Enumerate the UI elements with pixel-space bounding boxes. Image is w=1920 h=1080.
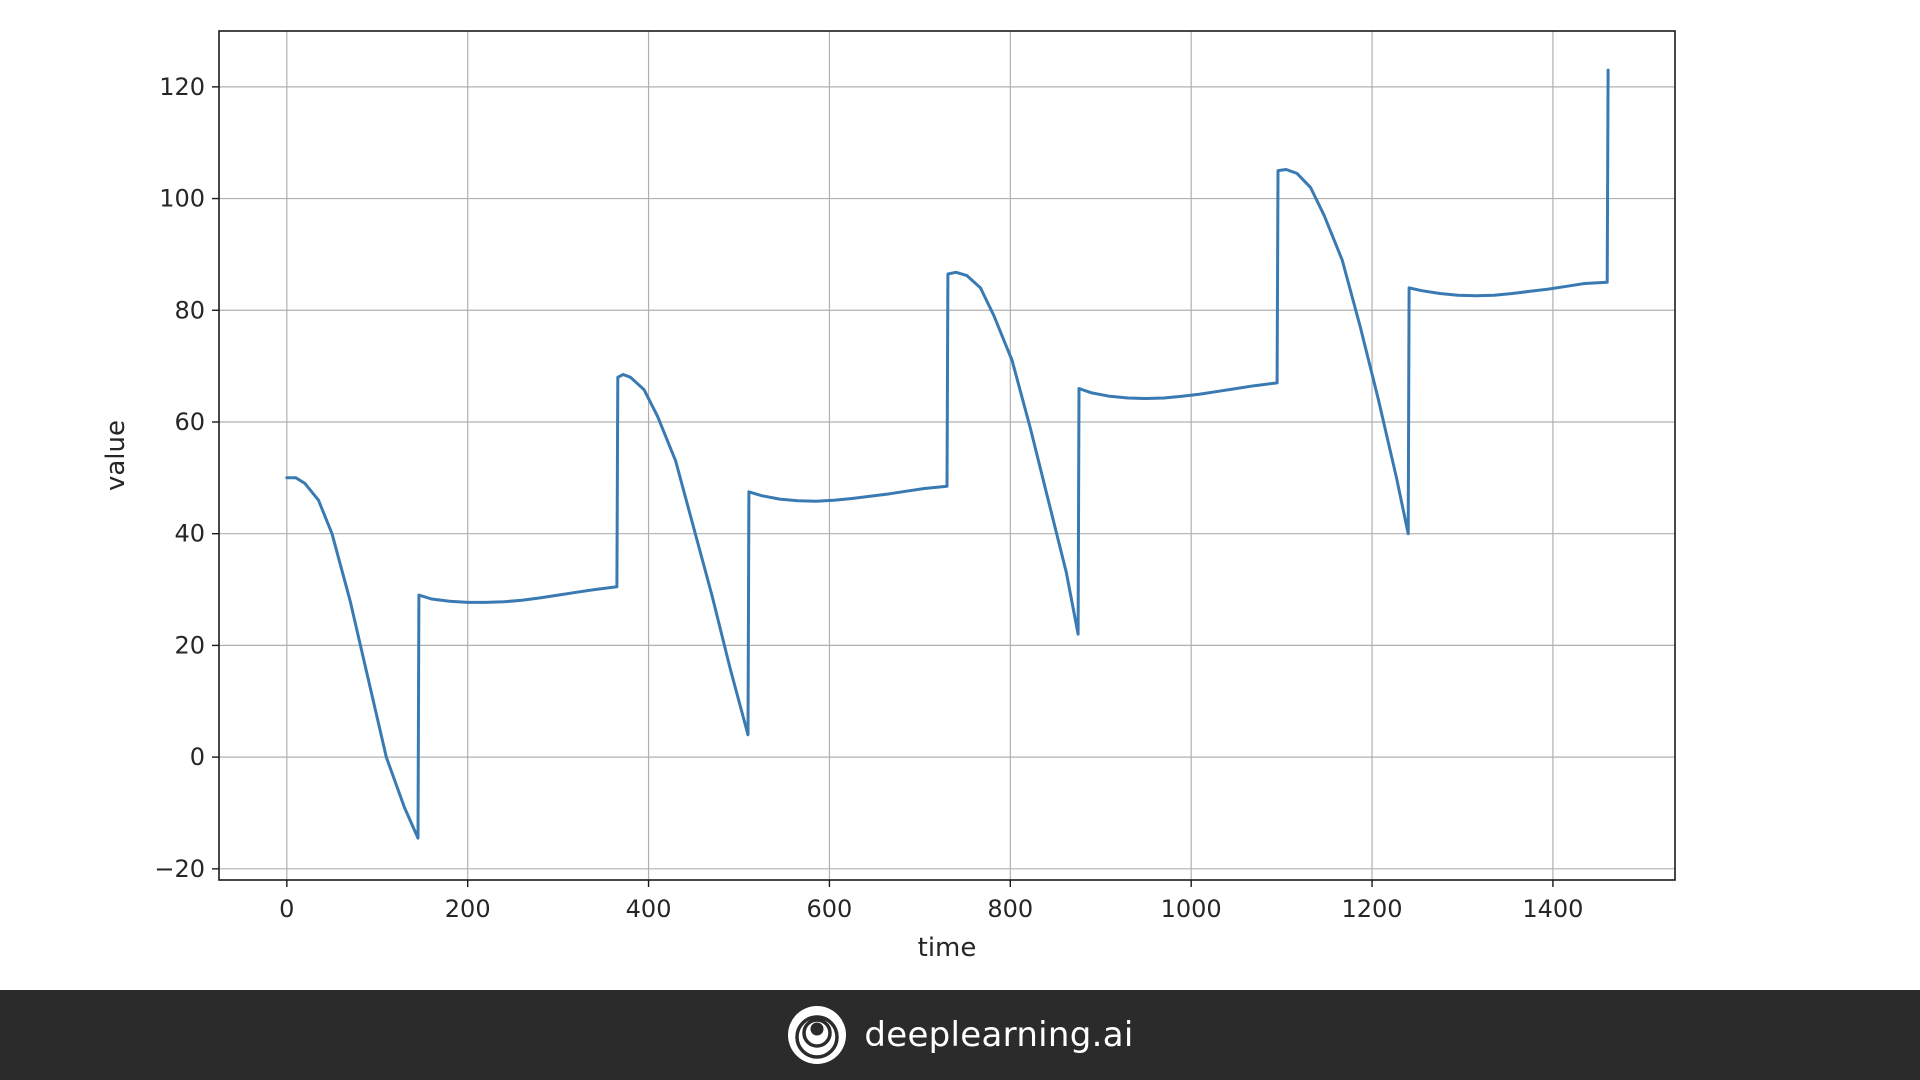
brand[interactable]: deeplearning.ai	[786, 1004, 1133, 1066]
x-tick-label: 200	[445, 895, 491, 923]
y-tick-label: 20	[174, 631, 205, 659]
line-chart: 0 200 400 600 800 1000 1200 1400 −20 0 20 40 60 80 100…	[101, 30, 1676, 963]
deeplearning-ai-logo-icon	[788, 1006, 847, 1064]
x-tick-label: 800	[987, 895, 1033, 923]
y-tick-label: 0	[190, 743, 205, 771]
y-tick-label: 60	[174, 408, 205, 436]
series-line	[285, 68, 1610, 840]
y-tick-label: 40	[174, 520, 205, 548]
brand-name: deeplearning.ai	[864, 1015, 1134, 1055]
x-tick-label: 1000	[1161, 895, 1222, 923]
y-tick-label: 120	[159, 73, 205, 101]
y-tick-label: −20	[154, 855, 205, 883]
y-tick-label: 100	[159, 185, 205, 213]
y-axis-label: value	[101, 420, 131, 491]
x-tick-label: 0	[279, 895, 294, 923]
footer-bar: deeplearning.ai	[0, 990, 1920, 1080]
x-tick-label: 1400	[1522, 895, 1583, 923]
x-axis-label: time	[918, 933, 977, 963]
x-tick-label: 600	[807, 895, 853, 923]
x-tick-label: 400	[626, 895, 672, 923]
y-tick-label: 80	[174, 296, 205, 324]
axis-ticks: 0 200 400 600 800 1000 1200 1400 −20 0 20 40 60 80 100…	[154, 73, 1583, 923]
plot-frame	[218, 30, 1676, 881]
x-tick-label: 1200	[1342, 895, 1403, 923]
